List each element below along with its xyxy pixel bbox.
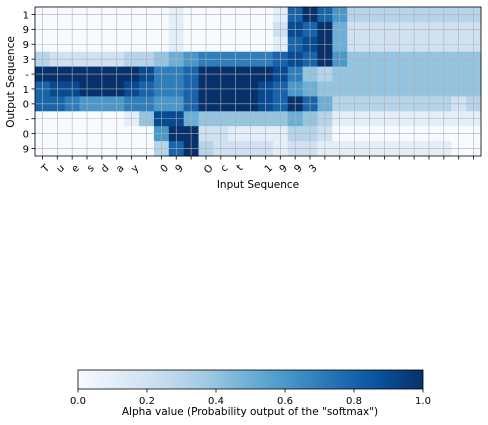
y-tick-label: 9 [23, 25, 29, 36]
y-tick-label: 1 [23, 85, 29, 96]
x-tick-label: 3 [307, 163, 319, 175]
x-tick-label: t [235, 163, 246, 174]
x-tick-label: a [114, 163, 126, 175]
x-tick-label: 1 [263, 163, 275, 175]
colorbar-tick-label: 0.8 [346, 396, 362, 407]
x-tick-label: s [85, 163, 96, 174]
y-tick-label: 3 [23, 55, 29, 66]
attention-heatmap [34, 6, 482, 157]
y-tick-label: 9 [23, 144, 29, 155]
y-tick-label: 9 [23, 40, 29, 51]
colorbar-tick-label: 0.0 [70, 396, 86, 407]
x-tick-label: O [202, 163, 215, 176]
x-axis-label: Input Sequence [217, 179, 299, 191]
y-tick-label: - [25, 70, 29, 81]
colorbar: 0.0 0.2 0.4 0.6 0.8 1.0 Alpha value (Probabil… [70, 369, 431, 418]
colorbar-gradient [77, 369, 424, 390]
y-axis-label: Output Sequence [5, 36, 17, 128]
y-tick-label: - [25, 115, 29, 126]
heatmap-gridlines [35, 7, 481, 156]
x-tick-label: 9 [278, 163, 290, 175]
heatmap-frame [34, 6, 482, 157]
colorbar-label: Alpha value (Probability output of the "… [122, 406, 378, 418]
x-tick-label: u [55, 163, 67, 175]
x-tick-label: 0 [159, 163, 171, 175]
colorbar-tick-label: 0.2 [139, 396, 155, 407]
x-tick-label: T [39, 162, 52, 175]
x-tick-label: 9 [293, 163, 305, 175]
y-tick-label: 0 [23, 129, 29, 140]
colorbar-tick-label: 0.6 [277, 396, 293, 407]
colorbar-ticks: 0.0 0.2 0.4 0.6 0.8 1.0 [70, 389, 431, 407]
x-tick-label: 9 [174, 163, 186, 175]
colorbar-tick-label: 1.0 [415, 396, 431, 407]
x-tick-label: d [99, 163, 111, 175]
y-tick-label: 0 [23, 100, 29, 111]
x-tick-label: y [129, 163, 141, 175]
x-tick-label: e [70, 163, 82, 175]
y-axis-ticks: 1 9 9 3 - 1 0 - 0 9 [23, 10, 35, 155]
colorbar-tick-label: 0.4 [208, 396, 224, 407]
x-tick-label: c [219, 163, 231, 175]
y-tick-label: 1 [23, 10, 29, 21]
